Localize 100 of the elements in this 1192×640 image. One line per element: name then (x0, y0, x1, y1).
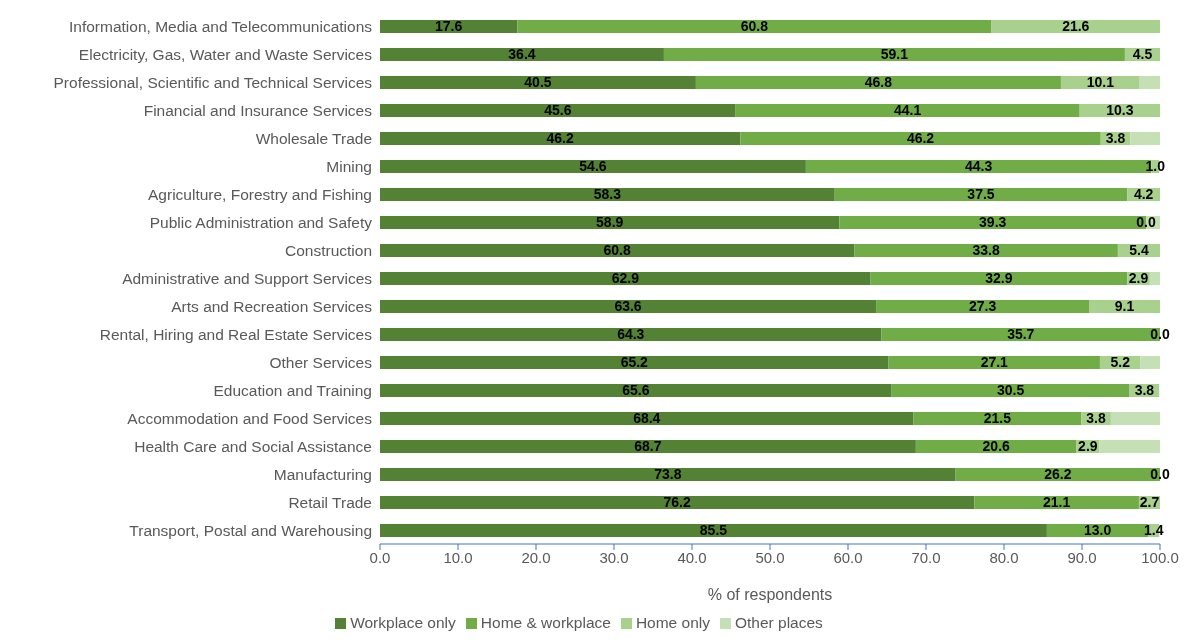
data-label: 40.5 (524, 74, 552, 90)
legend-label: Home & workplace (480, 614, 611, 631)
data-label: 39.3 (979, 214, 1007, 230)
data-label: 1.0 (1145, 158, 1166, 174)
bar (854, 244, 1118, 257)
bar (913, 412, 1082, 425)
y-tick-label: Public Administration and Safety (149, 213, 373, 231)
data-label: 45.6 (544, 102, 572, 118)
data-label: 27.3 (968, 298, 997, 314)
data-label: 36.4 (508, 46, 536, 62)
data-label: 3.8 (1105, 130, 1126, 146)
bar (380, 48, 664, 61)
data-label: 20.6 (982, 438, 1011, 454)
data-label: 4.5 (1132, 46, 1153, 62)
data-label: 46.8 (864, 74, 893, 90)
data-label: 58.3 (593, 186, 622, 202)
bar (380, 328, 882, 341)
y-tick-label: Health Care and Social Assistance (134, 437, 372, 455)
bar (380, 20, 518, 33)
data-label: 27.1 (980, 354, 1009, 370)
bar (380, 412, 914, 425)
data-label: 30.5 (997, 382, 1025, 398)
data-label: 60.8 (603, 242, 631, 258)
bar (876, 300, 1090, 313)
bar (663, 48, 1125, 61)
y-tick-label: Transport, Postal and Warehousing (129, 521, 372, 539)
x-tick-label: 60.0 (833, 548, 863, 566)
data-label: 35.7 (1007, 326, 1035, 342)
data-label: 85.5 (699, 522, 728, 538)
data-label: 0.0 (1150, 326, 1170, 342)
data-label: 26.2 (1044, 466, 1072, 482)
bar (1130, 132, 1160, 145)
data-label: 60.8 (740, 18, 769, 34)
legend-label: Workplace only (350, 614, 456, 631)
x-axis-title: % of respondents (707, 586, 833, 603)
y-tick-label: Arts and Recreation Services (171, 297, 373, 315)
y-tick-label: Accommodation and Food Services (127, 409, 373, 427)
data-label: 65.2 (620, 354, 649, 370)
bar (380, 188, 835, 201)
data-label: 32.9 (985, 270, 1013, 286)
y-tick-label: Mining (326, 157, 372, 175)
x-tick-label: 40.0 (677, 548, 707, 566)
data-label: 33.8 (972, 242, 1000, 258)
data-label: 0.0 (1136, 214, 1156, 230)
data-label: 21.5 (983, 410, 1012, 426)
bar (380, 216, 840, 229)
data-label: 68.7 (634, 438, 662, 454)
bar (1099, 440, 1160, 453)
y-tick-label: Wholesale Trade (255, 129, 372, 147)
y-tick-label: Professional, Scientific and Technical Services (53, 73, 373, 91)
y-tick-label: Manufacturing (273, 465, 372, 483)
data-label: 73.8 (654, 466, 682, 482)
y-tick-label: Administrative and Support Services (122, 269, 373, 287)
data-label: 46.2 (906, 130, 935, 146)
data-label: 10.3 (1106, 102, 1134, 118)
y-tick-label: Other Services (269, 353, 373, 371)
data-label: 44.3 (965, 158, 993, 174)
bar (891, 384, 1130, 397)
x-tick-label: 50.0 (755, 548, 785, 566)
bar (380, 132, 741, 145)
data-label: 76.2 (663, 494, 692, 510)
y-tick-label: Retail Trade (288, 493, 372, 511)
data-label: 10.1 (1086, 74, 1115, 90)
x-tick-label: 30.0 (599, 548, 629, 566)
data-label: 0.0 (1150, 466, 1170, 482)
data-label: 64.3 (617, 326, 645, 342)
data-label: 58.9 (596, 214, 624, 230)
x-tick-label: 20.0 (521, 548, 551, 566)
bar (380, 524, 1047, 537)
y-tick-label: Information, Media and Telecommunications (69, 17, 373, 35)
bar (380, 300, 877, 313)
data-label: 2.9 (1128, 270, 1149, 286)
x-tick-label: 10.0 (443, 548, 473, 566)
bar (888, 356, 1100, 369)
bar (380, 160, 806, 173)
bar (834, 188, 1128, 201)
y-tick-label: Rental, Hiring and Real Estate Services (99, 325, 373, 343)
x-tick-label: 90.0 (1067, 548, 1097, 566)
data-label: 3.8 (1134, 382, 1155, 398)
bar (380, 356, 889, 369)
y-tick-label: Construction (284, 241, 372, 259)
y-tick-label: Education and Training (213, 381, 372, 399)
bar (380, 496, 975, 509)
x-tick-label: 70.0 (911, 548, 941, 566)
y-tick-label: Financial and Insurance Services (143, 101, 373, 119)
bar (740, 132, 1101, 145)
data-label: 46.2 (546, 130, 575, 146)
y-tick-label: Agriculture, Forestry and Fishing (148, 185, 372, 203)
bar (974, 496, 1139, 509)
data-label: 54.6 (579, 158, 607, 174)
x-tick-label: 100.0 (1141, 548, 1179, 566)
data-label: 37.5 (967, 186, 995, 202)
data-label: 65.6 (622, 382, 650, 398)
data-label: 68.4 (633, 410, 661, 426)
data-label: 5.4 (1129, 242, 1149, 258)
bar (915, 440, 1077, 453)
bar (695, 76, 1061, 89)
x-tick-label: 80.0 (989, 548, 1019, 566)
bar (1140, 356, 1160, 369)
data-label: 3.8 (1086, 410, 1106, 426)
